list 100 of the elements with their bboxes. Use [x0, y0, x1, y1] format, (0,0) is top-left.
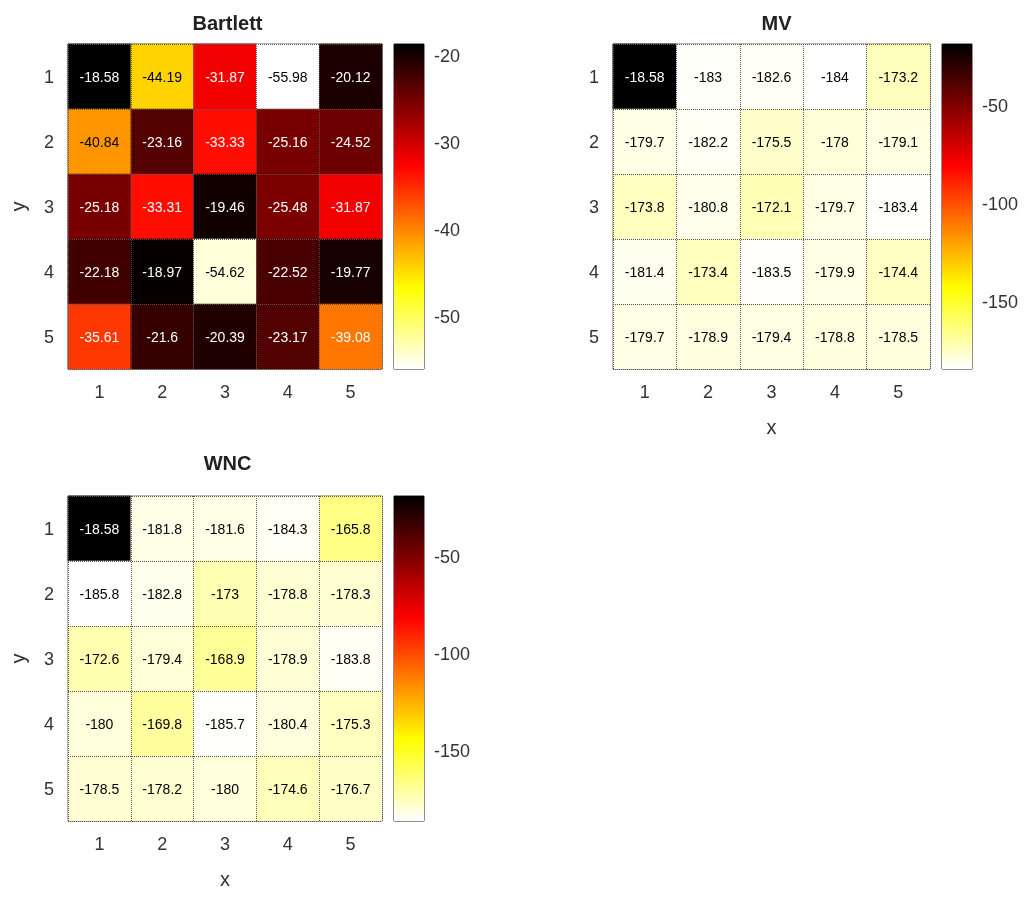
data-label: -25.48: [267, 198, 308, 215]
data-label: -23.16: [142, 133, 183, 150]
x-axis-title: x: [766, 416, 777, 438]
y-tick-label: 1: [43, 66, 54, 87]
color-bar-label: -50: [434, 307, 461, 328]
data-label: -178.8: [815, 328, 855, 345]
x-tick-label: 5: [345, 834, 356, 854]
data-label: -55.98: [267, 68, 308, 85]
y-tick-label: 5: [588, 326, 599, 347]
data-label: -179.4: [751, 328, 792, 345]
y-tick-label: 4: [43, 713, 54, 734]
y-axis-title: y: [7, 201, 29, 212]
color-bar-label: -20: [434, 46, 461, 67]
x-tick-label: 5: [345, 382, 356, 402]
data-label: -179.1: [878, 133, 919, 150]
data-label: -183.5: [751, 263, 792, 280]
data-label: -183: [694, 68, 723, 85]
data-label: -35.61: [79, 328, 120, 345]
data-label: -169.8: [142, 715, 183, 732]
data-label: -180.4: [267, 715, 308, 732]
data-label: -175.5: [751, 133, 792, 150]
data-label: -39.08: [330, 328, 371, 345]
data-label: -33.33: [205, 133, 246, 150]
data-label: -185.7: [205, 715, 246, 732]
y-tick-label: 1: [588, 66, 599, 87]
chart-title: MV: [761, 12, 793, 34]
color-bar-label: -30: [434, 133, 461, 154]
y-tick-label: 1: [43, 518, 54, 539]
y-axis-title: y: [7, 653, 29, 664]
y-tick-label: 4: [588, 261, 599, 282]
data-label: -40.84: [79, 133, 120, 150]
data-label: -178.9: [267, 650, 308, 667]
data-label: -182.2: [688, 133, 729, 150]
data-label: -185.8: [79, 585, 120, 602]
data-label: -173.8: [624, 198, 665, 215]
x-axis-title: x: [220, 868, 230, 890]
data-label: -25.18: [79, 198, 120, 215]
data-label: -20.12: [330, 68, 371, 85]
data-label: -180: [210, 780, 240, 797]
x-tick-label: 3: [766, 382, 777, 402]
data-label: -18.58: [624, 68, 665, 85]
color-bar-label: -50: [982, 95, 1009, 116]
x-tick-label: 4: [282, 382, 293, 402]
data-label: -174.4: [878, 263, 919, 280]
data-label: -179.4: [142, 650, 183, 667]
data-label: -175.3: [330, 715, 371, 732]
data-label: -176.7: [330, 780, 371, 797]
data-label: -178.3: [330, 585, 371, 602]
x-tick-label: 4: [282, 834, 293, 854]
y-tick-label: 2: [43, 131, 54, 152]
color-bar-label: -100: [434, 644, 471, 665]
y-tick-label: 3: [43, 196, 54, 217]
data-label: -172.1: [751, 198, 792, 215]
color-bar-label: -40: [434, 220, 461, 241]
x-tick-label: 5: [893, 382, 904, 402]
data-label: -22.18: [79, 263, 120, 280]
data-label: -179.7: [624, 133, 665, 150]
data-label: -179.7: [815, 198, 855, 215]
data-label: -180: [85, 715, 114, 732]
data-label: -182.8: [142, 585, 183, 602]
color-bar-label: -50: [434, 547, 461, 568]
data-label: -54.62: [205, 263, 246, 280]
data-label: -44.19: [142, 68, 183, 85]
chart-title: WNC: [203, 452, 252, 474]
data-label: -183.8: [330, 650, 371, 667]
data-label: -165.8: [330, 520, 371, 537]
y-tick-label: 2: [588, 131, 599, 152]
y-tick-label: 5: [43, 326, 54, 347]
data-label: -19.46: [205, 198, 246, 215]
x-tick-label: 1: [94, 382, 105, 402]
data-label: -184: [820, 68, 850, 85]
chart-title: Bartlett: [192, 12, 263, 34]
y-tick-label: 5: [43, 778, 54, 799]
data-label: -173: [210, 585, 240, 602]
data-label: -172.6: [79, 650, 120, 667]
data-label: -178.8: [267, 585, 308, 602]
x-tick-label: 2: [703, 382, 714, 402]
color-bar-label: -100: [982, 193, 1019, 214]
data-label: -178.5: [878, 328, 919, 345]
data-label: -179.7: [624, 328, 665, 345]
y-tick-label: 3: [588, 196, 599, 217]
data-label: -183.4: [878, 198, 919, 215]
y-tick-label: 2: [43, 583, 54, 604]
y-tick-label: 3: [43, 648, 54, 669]
data-label: -31.87: [330, 198, 371, 215]
x-tick-label: 1: [94, 834, 105, 854]
y-tick-label: 4: [43, 261, 54, 282]
data-label: -179.9: [815, 263, 855, 280]
data-label: -33.31: [142, 198, 183, 215]
color-bar-label: -150: [982, 292, 1019, 313]
data-label: -181.8: [142, 520, 183, 537]
data-label: -19.77: [330, 263, 371, 280]
x-tick-label: 3: [219, 834, 231, 854]
data-label: -18.58: [79, 68, 120, 85]
data-label: -178.2: [142, 780, 183, 797]
data-label: -182.6: [751, 68, 792, 85]
data-label: -18.97: [142, 263, 183, 280]
data-label: -184.3: [267, 520, 308, 537]
x-tick-label: 2: [157, 382, 168, 402]
data-label: -174.6: [267, 780, 308, 797]
